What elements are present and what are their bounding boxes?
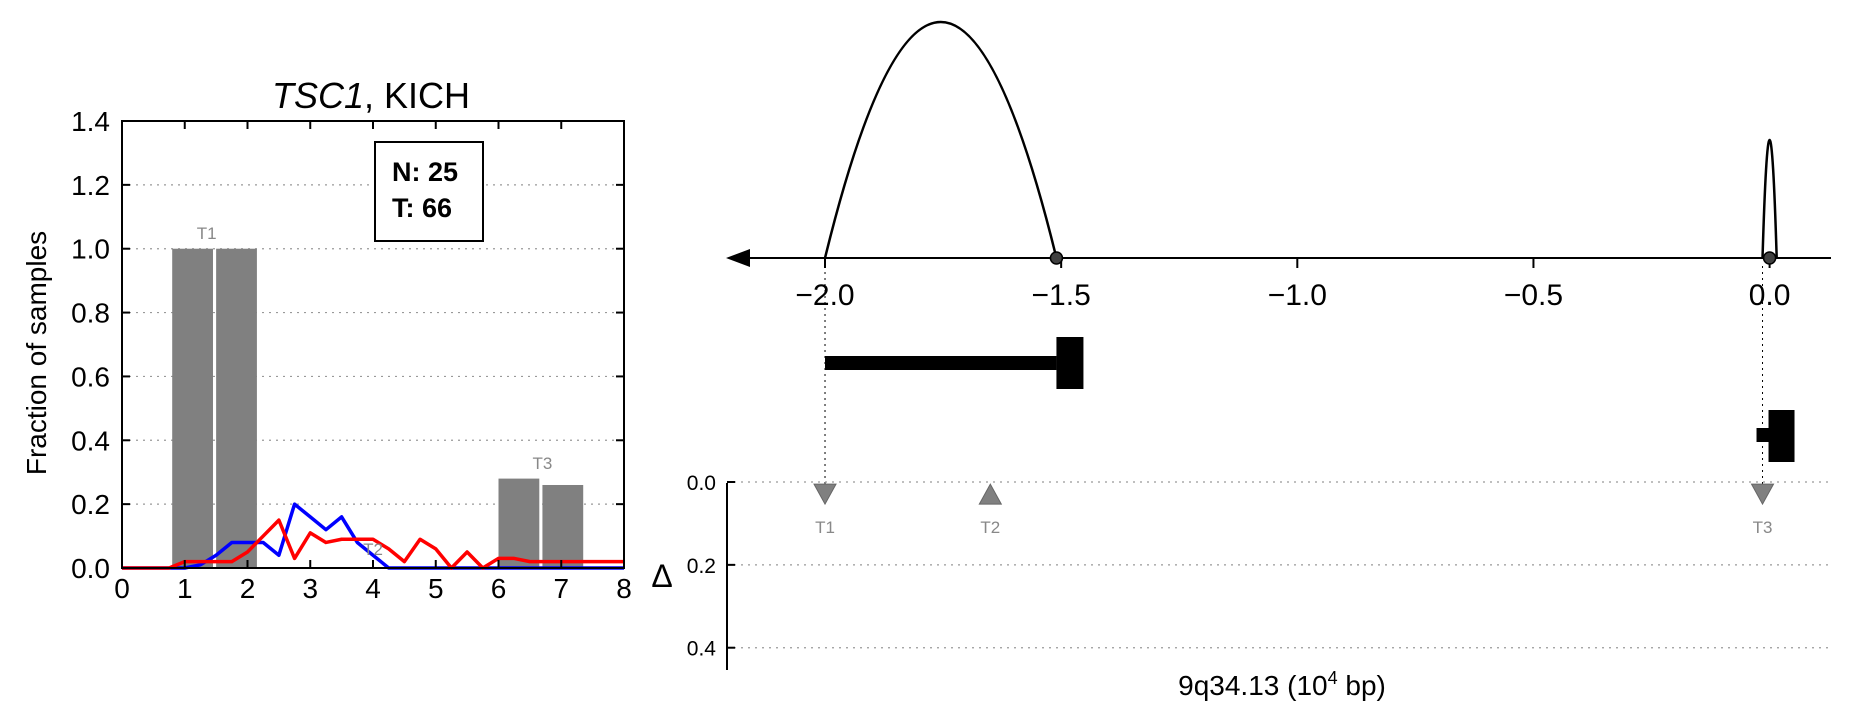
transcript-exon xyxy=(1056,337,1084,389)
delta-tick-label: 0.0 xyxy=(687,472,716,495)
bar xyxy=(216,248,257,568)
transcript-group xyxy=(825,337,1795,462)
x-tick-label: 0 xyxy=(114,573,130,604)
bar xyxy=(172,248,213,568)
transcript-line xyxy=(825,356,1057,370)
y-tick-label: 0.4 xyxy=(71,425,110,456)
genome-tick-label: 0.0 xyxy=(1749,279,1791,312)
arc-group xyxy=(823,21,1778,259)
marker-group: T1 T2 T3 xyxy=(813,483,1775,537)
delta-tick-label: 0.4 xyxy=(687,638,717,661)
chart-title: TSC1, KICH xyxy=(272,75,470,116)
x-tick-label: 6 xyxy=(491,573,507,604)
genome-tick-label: −0.5 xyxy=(1504,279,1563,312)
gene-structure-panel: −2.0−1.5−1.0−0.50.0 0.00.20.40.6 Δ T1T2T… xyxy=(651,21,1831,701)
bar-label-group: T1 T2 T3 xyxy=(197,224,553,559)
bar-group xyxy=(172,248,584,568)
y-tick-label: 1.2 xyxy=(71,170,110,201)
y-tick-label: 1.0 xyxy=(71,234,110,265)
marker-label: T3 xyxy=(1753,518,1773,537)
genome-tick-label: −1.5 xyxy=(1032,279,1091,312)
genome-ticks: −2.0 −1.5 −1.0 −0.5 0.0 xyxy=(795,258,1790,312)
genome-tick-label: −1.0 xyxy=(1268,279,1327,312)
x-tick-label: 5 xyxy=(428,573,444,604)
delta-axis-label: Δ xyxy=(651,558,672,594)
x-tick-label: 1 xyxy=(177,573,193,604)
x-tick-label: 7 xyxy=(553,573,569,604)
series-line-t xyxy=(122,518,624,570)
marker-triangle xyxy=(978,483,1003,505)
y-tick-label: 0.0 xyxy=(71,553,110,584)
strand-arrow-icon xyxy=(726,249,750,267)
y-tick-label: 0.8 xyxy=(71,298,110,329)
x-tick-label: 2 xyxy=(240,573,256,604)
tss-point xyxy=(1049,251,1064,265)
arc xyxy=(1761,138,1778,259)
bar-label: T1 xyxy=(197,224,217,243)
marker-label: T1 xyxy=(815,518,835,537)
axis-ticks: 0.0 0.2 0.4 0.6 0.8 1.0 1.2 1.4 0 1 2 3 4 5 6 7 8 xyxy=(71,106,632,604)
transcript-line xyxy=(1756,428,1771,442)
y-axis-label: Fraction of samples xyxy=(21,231,52,475)
tss-point-group xyxy=(1049,251,1777,265)
arc xyxy=(823,21,1058,259)
marker-guide-lines xyxy=(824,266,1764,488)
y-tick-label: 1.4 xyxy=(71,106,110,137)
delta-ticks: 0.00.20.40.6 xyxy=(687,472,735,661)
transcript-exon xyxy=(1768,410,1795,462)
y-tick-label: 0.6 xyxy=(71,361,110,392)
y-tick-label: 0.2 xyxy=(71,489,110,520)
fraction-chart: TSC1, KICH Fraction of samples T1 T2 T3 0.… xyxy=(21,75,632,604)
bar-label: T2 xyxy=(363,540,383,559)
legend-box: N: 25 T: 66 xyxy=(374,141,484,242)
legend-n-count: N: 25 xyxy=(392,157,458,187)
x-tick-label: 8 xyxy=(616,573,632,604)
bar xyxy=(542,484,584,568)
delta-grid xyxy=(727,481,1831,649)
marker-triangle xyxy=(813,483,837,506)
x-axis-label: 9q34.13 (104 bp) xyxy=(1178,668,1386,701)
marker-label: T2 xyxy=(980,518,1000,537)
tss-point xyxy=(1762,251,1777,265)
x-tick-label: 3 xyxy=(302,573,318,604)
legend-frame xyxy=(374,141,484,242)
bar xyxy=(498,478,540,568)
bar-label: T3 xyxy=(533,454,553,473)
legend-t-count: T: 66 xyxy=(392,193,452,223)
genome-tick-label: −2.0 xyxy=(795,279,854,312)
x-tick-label: 4 xyxy=(365,573,381,604)
delta-tick-label: 0.2 xyxy=(687,555,716,578)
marker-triangle xyxy=(1750,483,1775,506)
